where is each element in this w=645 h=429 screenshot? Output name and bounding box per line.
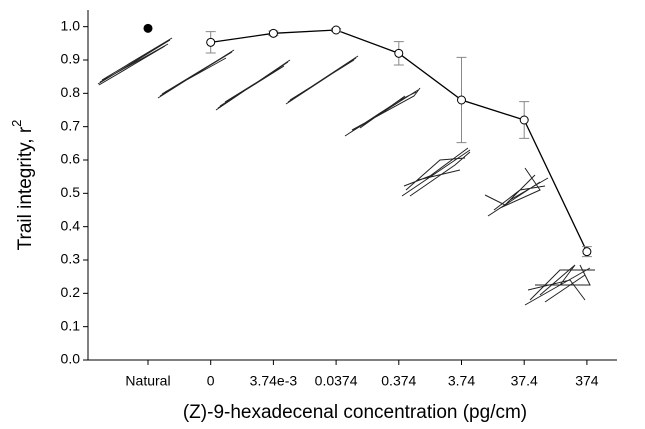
x-axis-title: (Z)-9-hexadecenal concentration (pg/cm) bbox=[183, 402, 527, 423]
x-tick-label: 0 bbox=[207, 373, 215, 389]
x-tick-label: 37.4 bbox=[511, 373, 538, 389]
data-point bbox=[394, 48, 404, 58]
data-point bbox=[206, 37, 216, 47]
x-tick-label: 3.74 bbox=[448, 373, 475, 389]
y-tick-label: 0.7 bbox=[61, 117, 81, 133]
x-tick-label: Natural bbox=[125, 373, 170, 389]
x-tick-label: 3.74e-3 bbox=[250, 373, 298, 389]
data-point bbox=[519, 115, 529, 125]
x-tick-label: 0.0374 bbox=[315, 373, 358, 389]
y-tick-label: 0.3 bbox=[61, 251, 81, 267]
y-tick-label: 0.6 bbox=[61, 151, 81, 167]
data-point bbox=[331, 25, 341, 35]
y-tick-label: 1.0 bbox=[61, 17, 81, 33]
y-tick-label: 0.4 bbox=[61, 217, 81, 233]
y-tick-label: 0.9 bbox=[61, 51, 81, 67]
data-point bbox=[143, 23, 153, 33]
data-point bbox=[268, 28, 278, 38]
y-tick-label: 0.8 bbox=[61, 84, 81, 100]
y-axis-title: Trail integrity, r2 bbox=[9, 120, 36, 251]
y-tick-label: 0.2 bbox=[61, 284, 81, 300]
y-tick-label: 0.5 bbox=[61, 184, 81, 200]
x-tick-label: 374 bbox=[575, 373, 599, 389]
x-tick-label: 0.374 bbox=[381, 373, 416, 389]
trail-sketches bbox=[97, 37, 595, 306]
y-tick-label: 0.0 bbox=[61, 351, 81, 367]
data-point bbox=[457, 95, 466, 105]
data-point bbox=[582, 247, 592, 257]
y-tick-label: 0.1 bbox=[61, 317, 81, 333]
